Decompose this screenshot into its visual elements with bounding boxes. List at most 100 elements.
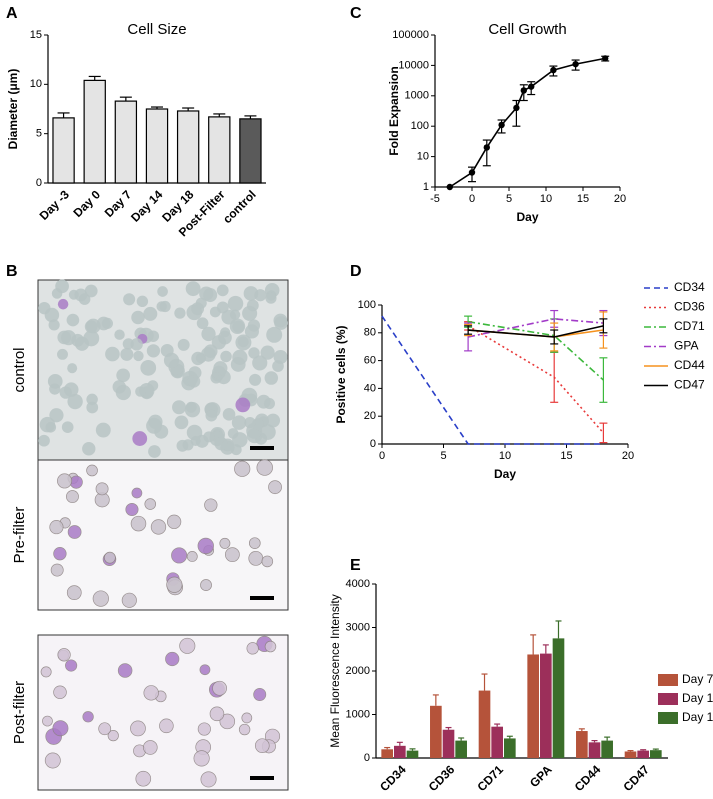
y-tick-label: 1	[423, 181, 429, 193]
cell	[84, 284, 98, 298]
cell	[224, 547, 240, 563]
cell	[86, 464, 98, 477]
x-tick-label: GPA	[527, 762, 555, 790]
bar	[145, 108, 169, 184]
y-tick-label: 1000	[405, 90, 429, 102]
legend-swatch	[658, 712, 678, 724]
cell	[172, 400, 187, 415]
legend-label: CD71	[674, 319, 705, 333]
x-tick-label: 0	[379, 450, 385, 462]
legend-label: Day 7	[682, 672, 713, 686]
x-tick-label: CD44	[572, 762, 604, 794]
x-tick-label: 5	[506, 193, 512, 205]
series-line	[468, 325, 604, 338]
cell	[150, 519, 167, 535]
cell	[196, 317, 209, 330]
cell	[200, 771, 217, 788]
cell	[61, 421, 74, 433]
y-tick-label: 2000	[346, 665, 370, 677]
x-tick-label: 15	[577, 193, 589, 205]
bar	[624, 751, 637, 758]
point	[550, 66, 557, 74]
y-tick-label: 0	[364, 752, 370, 764]
scale-bar	[250, 446, 274, 450]
y-tick-label: 3000	[346, 621, 370, 633]
cell	[185, 281, 201, 297]
bar	[176, 110, 200, 184]
panel-letter: B	[6, 263, 18, 280]
series-line	[467, 318, 604, 338]
cell	[143, 685, 159, 701]
cell	[265, 292, 277, 304]
cell	[216, 284, 229, 297]
cell	[167, 514, 182, 529]
cell	[115, 384, 131, 401]
bar	[527, 654, 540, 758]
cell	[248, 537, 261, 549]
cell	[199, 286, 214, 301]
bar	[114, 100, 138, 184]
cell	[136, 295, 149, 308]
cell	[130, 720, 146, 737]
cell	[120, 347, 134, 361]
cell	[53, 547, 67, 561]
cell	[147, 330, 160, 342]
cell	[114, 329, 125, 340]
point	[528, 83, 535, 90]
cell	[144, 498, 157, 510]
cell	[48, 319, 60, 331]
x-tick-label: 5	[440, 450, 446, 462]
x-tick-label: Day 14	[128, 187, 165, 224]
cell	[135, 386, 146, 397]
cell	[49, 408, 64, 423]
cell	[234, 460, 251, 477]
cell	[273, 313, 288, 328]
cell	[38, 434, 50, 447]
cell	[123, 293, 136, 306]
legend-label: CD34	[674, 280, 705, 294]
point	[513, 104, 520, 112]
bar	[637, 750, 649, 758]
cell	[254, 738, 270, 754]
cell	[218, 330, 232, 345]
cell	[231, 415, 247, 430]
cell	[131, 487, 143, 499]
bar	[239, 118, 262, 184]
cell	[44, 307, 60, 323]
cell	[133, 350, 144, 362]
bar	[576, 731, 588, 758]
bar	[552, 638, 565, 758]
point	[483, 144, 490, 151]
y-tick-label: 0	[370, 438, 376, 450]
legend-label: Day 18	[682, 710, 713, 724]
cell	[148, 445, 161, 458]
cell	[74, 336, 90, 351]
cell	[57, 298, 69, 310]
scale-bar	[250, 596, 274, 600]
cell	[165, 651, 180, 667]
cell	[185, 401, 197, 413]
legend-label: CD36	[674, 300, 705, 314]
cell	[132, 431, 148, 446]
x-tick-label: 15	[560, 450, 572, 462]
cell	[248, 347, 260, 359]
y-tick-label: 10	[30, 78, 42, 90]
y-tick-label: 10000	[398, 59, 429, 71]
cell	[52, 720, 69, 737]
cell	[203, 344, 218, 359]
cell	[116, 368, 130, 383]
cell	[64, 382, 79, 397]
cell	[177, 338, 190, 351]
cell	[193, 750, 210, 767]
cell	[244, 324, 260, 339]
panel-letter: D	[350, 263, 362, 280]
legend-label: GPA	[674, 339, 698, 353]
point	[520, 87, 527, 94]
y-tick-label: 1000	[346, 708, 370, 720]
cell	[67, 525, 82, 539]
cell	[219, 537, 231, 549]
cell	[117, 663, 133, 678]
micrograph-label: Post-filter	[11, 681, 28, 744]
cell	[209, 306, 221, 318]
cell	[191, 351, 205, 366]
